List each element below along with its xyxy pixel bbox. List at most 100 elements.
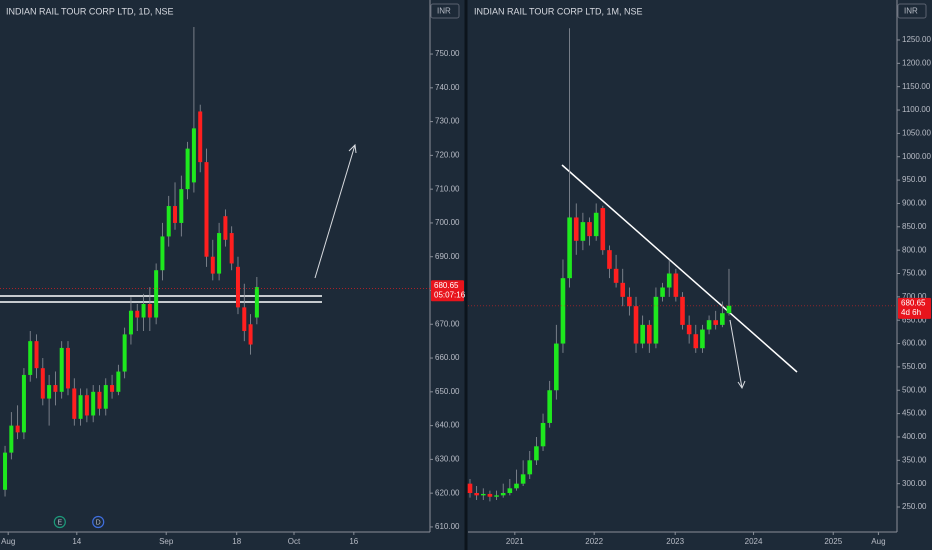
candle-body bbox=[173, 206, 178, 223]
candle-body bbox=[78, 395, 83, 419]
candle-body bbox=[198, 111, 203, 163]
candle-body bbox=[15, 425, 20, 433]
y-tick-label: 750.00 bbox=[435, 49, 460, 58]
candle-body bbox=[587, 222, 592, 237]
candle-body bbox=[547, 390, 552, 423]
candle-body bbox=[185, 148, 190, 190]
candle-body bbox=[248, 324, 253, 345]
event-marker bbox=[92, 515, 105, 529]
candle-body bbox=[40, 368, 45, 399]
chart-title: INDIAN RAIL TOUR CORP LTD, 1D, NSE bbox=[6, 6, 174, 16]
candle-body bbox=[613, 268, 619, 283]
candle-body bbox=[534, 446, 539, 461]
candle-body bbox=[28, 341, 33, 375]
y-tick-label: 730.00 bbox=[435, 117, 460, 126]
candle-body bbox=[673, 273, 679, 297]
currency: INR bbox=[437, 7, 451, 16]
countdown-label: 05:07:16 bbox=[434, 290, 466, 299]
y-tick-label: 620.00 bbox=[435, 488, 460, 497]
candle-body bbox=[160, 236, 165, 271]
x-tick-label: 2021 bbox=[506, 537, 524, 546]
candle-body bbox=[706, 320, 712, 330]
candle-body bbox=[103, 385, 108, 409]
candle-body bbox=[229, 233, 234, 264]
candle-body bbox=[693, 334, 699, 349]
candle-body bbox=[135, 310, 140, 318]
candle-body bbox=[254, 287, 259, 318]
candle-body bbox=[713, 320, 719, 325]
candle-body bbox=[620, 282, 626, 297]
candle-body bbox=[223, 216, 228, 240]
y-tick-label: 720.00 bbox=[435, 150, 460, 159]
y-tick-label: 1200.00 bbox=[902, 58, 931, 67]
y-tick-label: 1250.00 bbox=[902, 35, 931, 44]
candle-body bbox=[242, 307, 247, 332]
event-marker bbox=[53, 515, 66, 529]
y-tick-label: 660.00 bbox=[435, 353, 460, 362]
y-tick-label: 1150.00 bbox=[902, 82, 931, 91]
countdown-label: 4d 6h bbox=[901, 308, 921, 317]
candle-body bbox=[467, 483, 473, 494]
candle-body bbox=[567, 217, 572, 279]
candle-body bbox=[500, 493, 506, 496]
candle-body bbox=[593, 212, 599, 237]
candle-body bbox=[474, 493, 479, 496]
y-tick-label: 690.00 bbox=[435, 252, 460, 261]
candle-body bbox=[9, 425, 14, 453]
candle-body bbox=[554, 343, 559, 391]
candle-body bbox=[480, 493, 486, 496]
arrow bbox=[314, 144, 356, 279]
candle-body bbox=[147, 304, 152, 318]
candle-body bbox=[128, 310, 133, 335]
y-tick-label: 600.00 bbox=[902, 339, 927, 348]
event-label: E bbox=[57, 519, 62, 526]
candle-body bbox=[600, 208, 606, 251]
candle-body bbox=[520, 474, 526, 484]
candle-body bbox=[560, 278, 566, 344]
x-tick-label: Oct bbox=[288, 537, 301, 546]
y-tick-label: 700.00 bbox=[435, 218, 460, 227]
candle-body bbox=[573, 217, 579, 241]
y-tick-label: 710.00 bbox=[435, 184, 460, 193]
candle-body bbox=[527, 460, 533, 475]
candle-body bbox=[65, 347, 70, 389]
price-label-box bbox=[898, 297, 931, 319]
y-tick-label: 630.00 bbox=[435, 454, 460, 463]
trend-line bbox=[561, 164, 798, 373]
candle-body bbox=[47, 385, 52, 399]
candle-body bbox=[154, 270, 159, 318]
candle-body bbox=[141, 304, 146, 318]
price-label-box bbox=[431, 280, 464, 302]
candle-body bbox=[72, 388, 77, 419]
candle-body bbox=[514, 483, 519, 489]
candle-body bbox=[607, 250, 612, 269]
y-tick-label: 900.00 bbox=[902, 199, 927, 208]
last-price-label: 680.65 bbox=[901, 298, 926, 307]
y-tick-label: 400.00 bbox=[902, 432, 927, 441]
last-price-label: 680.65 bbox=[434, 281, 459, 290]
y-tick-label: 300.00 bbox=[902, 479, 927, 488]
candle-body bbox=[720, 313, 725, 325]
candle-body bbox=[217, 233, 222, 274]
candle-body bbox=[116, 371, 121, 392]
candle-body bbox=[84, 395, 89, 416]
arrow-head bbox=[348, 143, 357, 154]
y-tick-label: 650.00 bbox=[902, 315, 927, 324]
candle-body bbox=[91, 391, 96, 416]
candle-body bbox=[179, 189, 184, 223]
y-tick-label: 750.00 bbox=[902, 269, 927, 278]
y-tick-label: 350.00 bbox=[902, 455, 927, 464]
candle-body bbox=[59, 347, 64, 392]
y-tick-label: 700.00 bbox=[902, 292, 927, 301]
candle-body bbox=[680, 296, 685, 325]
y-tick-label: 850.00 bbox=[902, 222, 927, 231]
y-tick-label: 800.00 bbox=[902, 245, 927, 254]
candle-body bbox=[700, 329, 705, 349]
candle-body bbox=[640, 324, 645, 344]
y-tick-label: 1100.00 bbox=[902, 105, 931, 114]
candle-body bbox=[110, 385, 115, 392]
chart-title: INDIAN RAIL TOUR CORP LTD, 1M, NSE bbox=[474, 6, 643, 16]
x-tick-label: 18 bbox=[232, 537, 241, 546]
x-tick-label: 2024 bbox=[745, 537, 763, 546]
